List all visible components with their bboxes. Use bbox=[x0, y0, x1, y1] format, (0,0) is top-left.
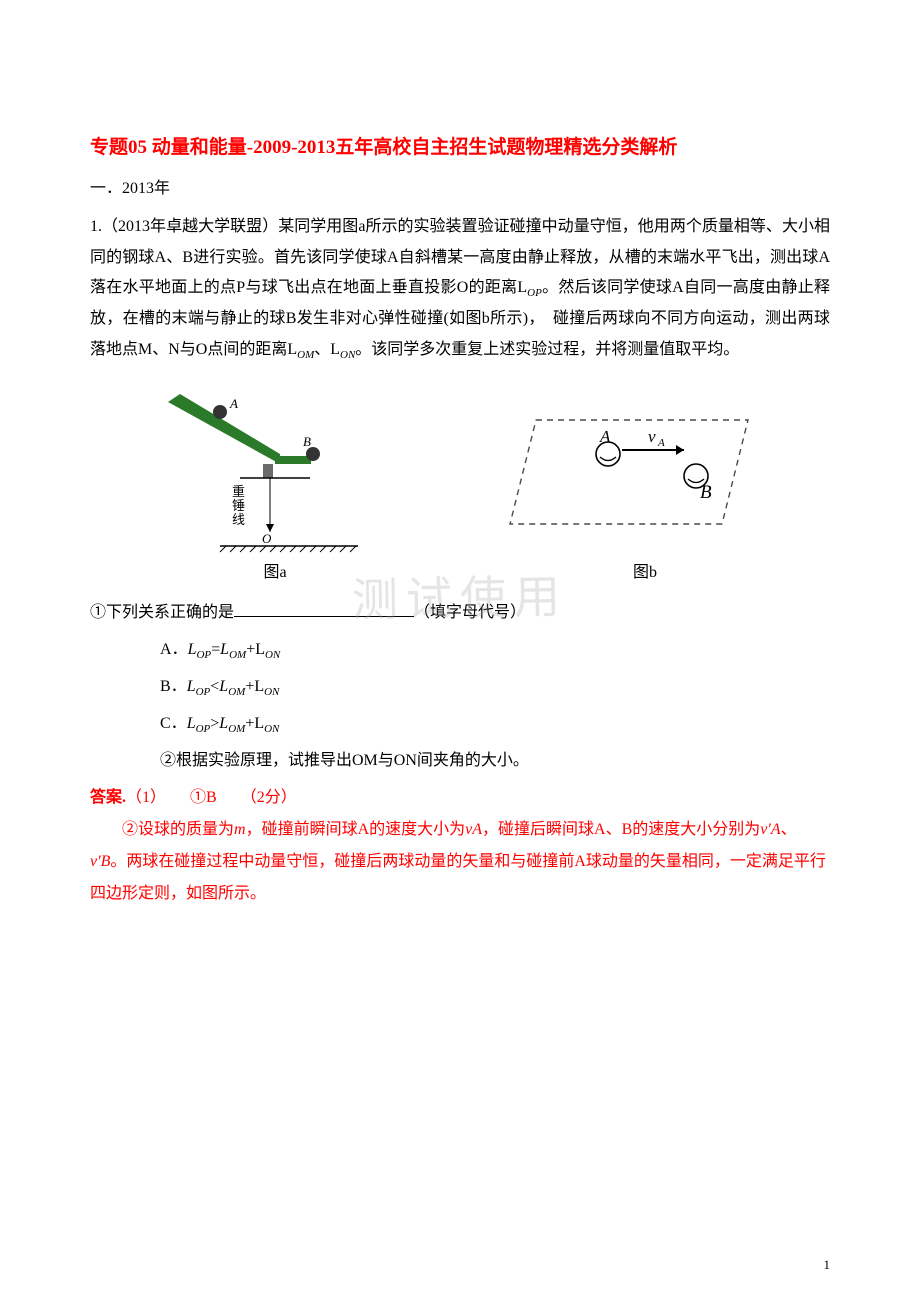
q1-suffix: （填字母代号） bbox=[414, 604, 526, 621]
problem-text: 1.（2013年卓越大学联盟）某同学用图a所示的实验装置验证碰撞中动量守恒，他用… bbox=[90, 212, 830, 365]
svg-text:B: B bbox=[700, 482, 712, 503]
svg-text:重: 重 bbox=[232, 484, 245, 499]
figure-a: A B 重 锤 线 bbox=[160, 384, 360, 554]
sub-on: ON bbox=[340, 341, 355, 358]
page-number: 1 bbox=[824, 1253, 831, 1278]
svg-text:线: 线 bbox=[232, 512, 245, 527]
option-c: C．LOP>LOM+LON bbox=[160, 709, 830, 740]
sub-op: OP bbox=[527, 279, 542, 296]
figure-b: A v A B bbox=[500, 394, 760, 554]
problem-end: 。该同学多次重复上述实验过程，并将测量值取平均。 bbox=[355, 341, 739, 358]
answer-block: 答案.（1） ①B （2分） ②设球的质量为m，碰撞前瞬间球A的速度大小为vA，… bbox=[90, 782, 830, 910]
svg-text:A: A bbox=[229, 396, 238, 411]
question-1: ①下列关系正确的是 （填字母代号） bbox=[90, 598, 830, 628]
option-b: B．LOP<LOM+LON bbox=[160, 672, 830, 703]
svg-text:锤: 锤 bbox=[232, 498, 245, 513]
svg-text:v: v bbox=[648, 427, 656, 446]
q1-blank bbox=[234, 600, 414, 618]
figure-a-label: 图a bbox=[155, 558, 395, 588]
section-header: 一．2013年 bbox=[90, 174, 830, 204]
q1-prefix: ①下列关系正确的是 bbox=[90, 604, 234, 621]
question-2: ②根据实验原理，试推导出OM与ON间夹角的大小。 bbox=[160, 746, 830, 776]
answer-line1: 答案.（1） ①B （2分） bbox=[90, 782, 830, 814]
sub-om: OM bbox=[297, 341, 314, 358]
figure-row: A B 重 锤 线 bbox=[90, 384, 830, 554]
svg-text:B: B bbox=[303, 434, 311, 449]
svg-text:A: A bbox=[599, 427, 611, 446]
answer-line2: ②设球的质量为m，碰撞前瞬间球A的速度大小为vA，碰撞后瞬间球A、B的速度大小分… bbox=[90, 814, 830, 910]
option-a: A．LOP=LOM+LON bbox=[160, 635, 830, 666]
svg-text:A: A bbox=[657, 437, 665, 449]
figure-b-label: 图b bbox=[525, 558, 765, 588]
svg-text:O: O bbox=[262, 531, 272, 546]
problem-mid: 、L bbox=[314, 341, 340, 358]
document-title: 专题05 动量和能量-2009-2013五年高校自主招生试题物理精选分类解析 bbox=[90, 130, 830, 166]
figure-label-row: 图a 图b bbox=[90, 558, 830, 588]
